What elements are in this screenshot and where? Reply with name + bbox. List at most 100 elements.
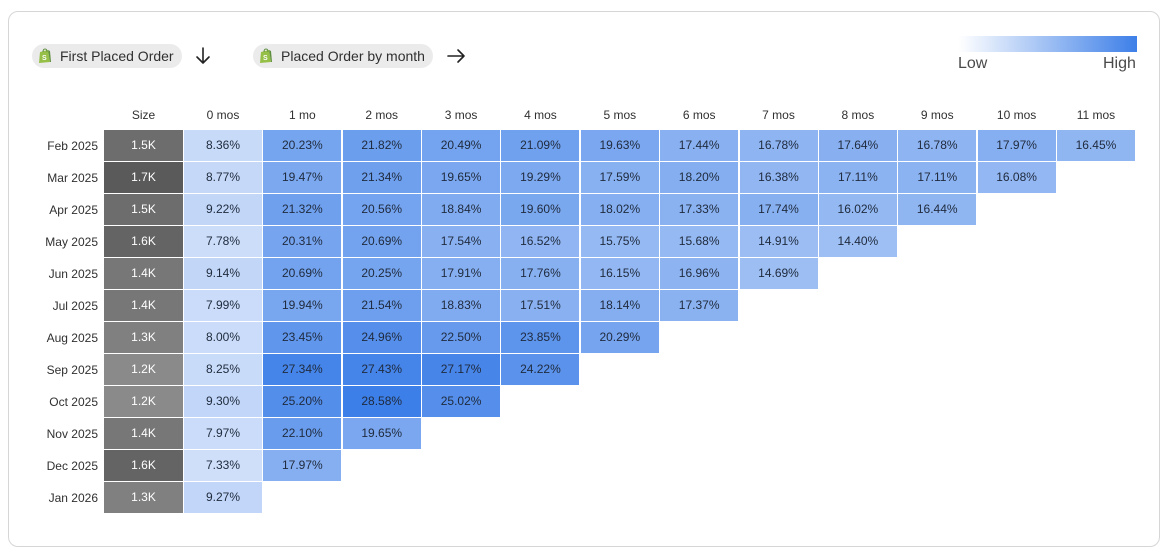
heatmap-cell[interactable]: 18.14% bbox=[580, 290, 659, 321]
heatmap-cell[interactable]: 20.23% bbox=[263, 130, 342, 161]
heatmap-cell[interactable]: 14.40% bbox=[818, 226, 897, 257]
heatmap-cell[interactable]: 17.54% bbox=[422, 226, 501, 257]
heatmap-cell[interactable]: 16.52% bbox=[501, 226, 580, 257]
heatmap-cell[interactable]: 9.22% bbox=[184, 194, 262, 225]
heatmap-cell[interactable]: 21.34% bbox=[342, 162, 421, 193]
heatmap-cell[interactable]: 17.37% bbox=[660, 290, 739, 321]
heatmap-cell[interactable]: 17.91% bbox=[422, 258, 501, 289]
heatmap-cell[interactable]: 8.36% bbox=[184, 130, 262, 161]
heatmap-cell[interactable]: 18.83% bbox=[422, 290, 501, 321]
heatmap-cell[interactable]: 16.44% bbox=[898, 194, 977, 225]
heatmap-cell[interactable]: 22.50% bbox=[422, 322, 501, 353]
heatmap-cell[interactable]: 23.85% bbox=[501, 322, 580, 353]
heatmap-cell[interactable]: 16.45% bbox=[1056, 130, 1135, 161]
heatmap-cell[interactable]: 20.69% bbox=[263, 258, 342, 289]
heatmap-cell[interactable]: 19.65% bbox=[422, 162, 501, 193]
heatmap-cell[interactable]: 17.11% bbox=[898, 162, 977, 193]
heatmap-cell[interactable]: 16.96% bbox=[660, 258, 739, 289]
heatmap-cell[interactable]: 16.78% bbox=[739, 130, 818, 161]
row-dimension-pill[interactable]: S First Placed Order bbox=[32, 44, 182, 68]
heatmap-cell[interactable]: 8.25% bbox=[184, 354, 262, 385]
arrow-down-icon[interactable] bbox=[193, 45, 213, 67]
heatmap-cell[interactable]: 16.08% bbox=[977, 162, 1056, 193]
legend-gradient bbox=[959, 36, 1137, 52]
heatmap-cell[interactable]: 8.00% bbox=[184, 322, 262, 353]
heatmap-cell[interactable]: 19.60% bbox=[501, 194, 580, 225]
heatmap-cell[interactable]: 20.31% bbox=[263, 226, 342, 257]
heatmap-cell[interactable]: 24.22% bbox=[501, 354, 580, 385]
row-label: Jul 2025 bbox=[52, 299, 98, 313]
heatmap-cell[interactable]: 17.11% bbox=[818, 162, 897, 193]
heatmap-cell[interactable]: 14.91% bbox=[739, 226, 818, 257]
column-dimension-pill[interactable]: S Placed Order by month bbox=[253, 44, 433, 68]
heatmap-cell[interactable]: 27.34% bbox=[263, 354, 342, 385]
heatmap-cell[interactable]: 23.45% bbox=[263, 322, 342, 353]
heatmap-cell[interactable]: 17.51% bbox=[501, 290, 580, 321]
heatmap-cell[interactable]: 28.58% bbox=[342, 386, 421, 417]
heatmap-cell[interactable]: 19.63% bbox=[580, 130, 659, 161]
heatmap-cell[interactable]: 16.38% bbox=[739, 162, 818, 193]
heatmap-cell[interactable]: 8.77% bbox=[184, 162, 262, 193]
heatmap-cell[interactable]: 17.64% bbox=[818, 130, 897, 161]
heatmap-cell[interactable]: 17.44% bbox=[660, 130, 739, 161]
row-label: Apr 2025 bbox=[49, 203, 98, 217]
heatmap-cell[interactable]: 20.49% bbox=[422, 130, 501, 161]
heatmap-cell[interactable]: 15.68% bbox=[660, 226, 739, 257]
heatmap-cell[interactable]: 14.69% bbox=[739, 258, 818, 289]
heatmap-cell[interactable]: 21.32% bbox=[263, 194, 342, 225]
heatmap-cell[interactable]: 22.10% bbox=[263, 418, 342, 449]
heatmap-cell[interactable]: 16.15% bbox=[580, 258, 659, 289]
heatmap-cell[interactable]: 19.65% bbox=[342, 418, 421, 449]
heatmap-cell[interactable]: 20.25% bbox=[342, 258, 421, 289]
heatmap-cell[interactable]: 25.02% bbox=[422, 386, 501, 417]
heatmap-cell[interactable]: 20.69% bbox=[342, 226, 421, 257]
heatmap-cell[interactable]: 20.29% bbox=[580, 322, 659, 353]
heatmap-cell[interactable]: 21.09% bbox=[501, 130, 580, 161]
heatmap-cell[interactable]: 7.78% bbox=[184, 226, 262, 257]
heatmap-cell[interactable]: 17.74% bbox=[739, 194, 818, 225]
heatmap-cell[interactable]: 20.56% bbox=[342, 194, 421, 225]
heatmap-cell[interactable]: 17.76% bbox=[501, 258, 580, 289]
heatmap-cell[interactable]: 21.82% bbox=[342, 130, 421, 161]
heatmap-cell[interactable]: 21.54% bbox=[342, 290, 421, 321]
row-dimension-label: First Placed Order bbox=[60, 48, 174, 64]
size-cell: 1.2K bbox=[104, 354, 183, 385]
heatmap-cell[interactable]: 17.59% bbox=[580, 162, 659, 193]
heatmap-cell[interactable]: 7.99% bbox=[184, 290, 262, 321]
heatmap-cell[interactable]: 18.84% bbox=[422, 194, 501, 225]
size-cell: 1.7K bbox=[104, 162, 183, 193]
heatmap-cell[interactable]: 7.97% bbox=[184, 418, 262, 449]
heatmap-cell[interactable]: 19.47% bbox=[263, 162, 342, 193]
column-header: 3 mos bbox=[444, 108, 478, 122]
heatmap-cell[interactable]: 9.14% bbox=[184, 258, 262, 289]
heatmap-cell[interactable]: 16.78% bbox=[898, 130, 977, 161]
heatmap-cell[interactable]: 7.33% bbox=[184, 450, 262, 481]
heatmap-cell[interactable]: 25.20% bbox=[263, 386, 342, 417]
size-cell: 1.6K bbox=[104, 226, 183, 257]
size-cell: 1.5K bbox=[104, 194, 183, 225]
heatmap-cell[interactable]: 24.96% bbox=[342, 322, 421, 353]
heatmap-cell[interactable]: 9.27% bbox=[184, 482, 262, 513]
row-label: Oct 2025 bbox=[49, 395, 98, 409]
row-label: Mar 2025 bbox=[47, 171, 98, 185]
arrow-right-icon[interactable] bbox=[446, 45, 466, 67]
row-label: Jan 2026 bbox=[48, 491, 98, 505]
heatmap-cell[interactable]: 19.94% bbox=[263, 290, 342, 321]
column-header: 7 mos bbox=[762, 108, 795, 122]
heatmap-cell[interactable]: 19.29% bbox=[501, 162, 580, 193]
heatmap-cell[interactable]: 17.33% bbox=[660, 194, 739, 225]
size-cell: 1.4K bbox=[104, 290, 183, 321]
heatmap-cell[interactable]: 27.43% bbox=[342, 354, 421, 385]
heatmap-cell[interactable]: 18.20% bbox=[660, 162, 739, 193]
legend-low-label: Low bbox=[958, 55, 988, 72]
heatmap-cell[interactable]: 18.02% bbox=[580, 194, 659, 225]
heatmap-cell[interactable]: 9.30% bbox=[184, 386, 262, 417]
heatmap-cell[interactable]: 17.97% bbox=[977, 130, 1056, 161]
heatmap-cell[interactable]: 27.17% bbox=[422, 354, 501, 385]
svg-text:S: S bbox=[263, 55, 268, 62]
row-label: Nov 2025 bbox=[46, 427, 98, 441]
heatmap-cell[interactable]: 16.02% bbox=[818, 194, 897, 225]
heatmap-cell[interactable]: 17.97% bbox=[263, 450, 342, 481]
heatmap-cell[interactable]: 15.75% bbox=[580, 226, 659, 257]
column-header: 0 mos bbox=[206, 108, 240, 122]
